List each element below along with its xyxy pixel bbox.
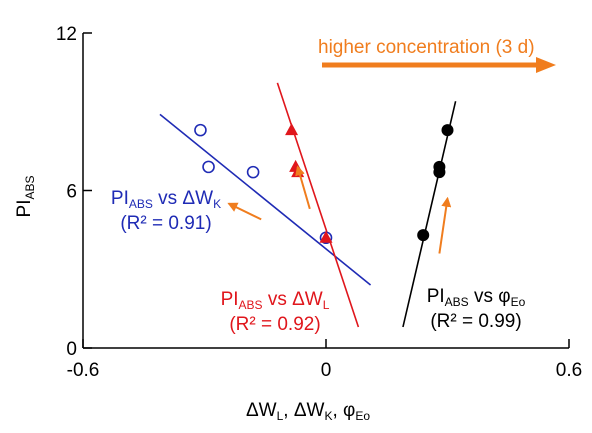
data-point [433, 160, 446, 173]
trend-arrow [227, 202, 262, 221]
r-squared-label: (R² = 0.91) [120, 213, 211, 234]
data-point [202, 160, 215, 174]
series-label: PIABS vs ΔWL [221, 289, 330, 312]
r-squared-label: (R² = 0.99) [430, 311, 521, 332]
y-tick-label: 0 [66, 339, 77, 360]
fit-line [402, 101, 457, 328]
chart-labels: ΔWL, ΔWK, φEo PIABS PIABS vs ΔWK(R² = 0.91… [14, 37, 535, 423]
y-tick-label: 12 [56, 24, 77, 45]
data-point [246, 165, 260, 179]
data-point [194, 123, 207, 137]
series-label: PIABS vs φEo [427, 286, 526, 309]
x-tick-label: 0 [321, 360, 332, 381]
r-squared-label: (R² = 0.92) [229, 314, 320, 335]
annotation-text: higher concentration (3 d) [318, 37, 535, 58]
y-axis-title: PIABS [14, 176, 37, 218]
data-point [441, 124, 454, 137]
data-point [417, 229, 430, 242]
data-point [285, 123, 299, 136]
trend-arrows [227, 57, 556, 254]
fit-lines [159, 82, 457, 328]
x-tick-label: -0.6 [67, 360, 100, 381]
fit-line [276, 82, 360, 328]
data-point [319, 230, 333, 243]
x-tick-label: 0.6 [556, 360, 582, 381]
annotation-arrow-head [536, 57, 556, 73]
x-axis-title: ΔWL, ΔWK, φEo [246, 400, 370, 423]
y-tick-label: 6 [66, 182, 77, 203]
series-label: PIABS vs ΔWK [111, 188, 221, 211]
trend-arrow [295, 165, 311, 210]
trend-arrow [438, 196, 452, 254]
